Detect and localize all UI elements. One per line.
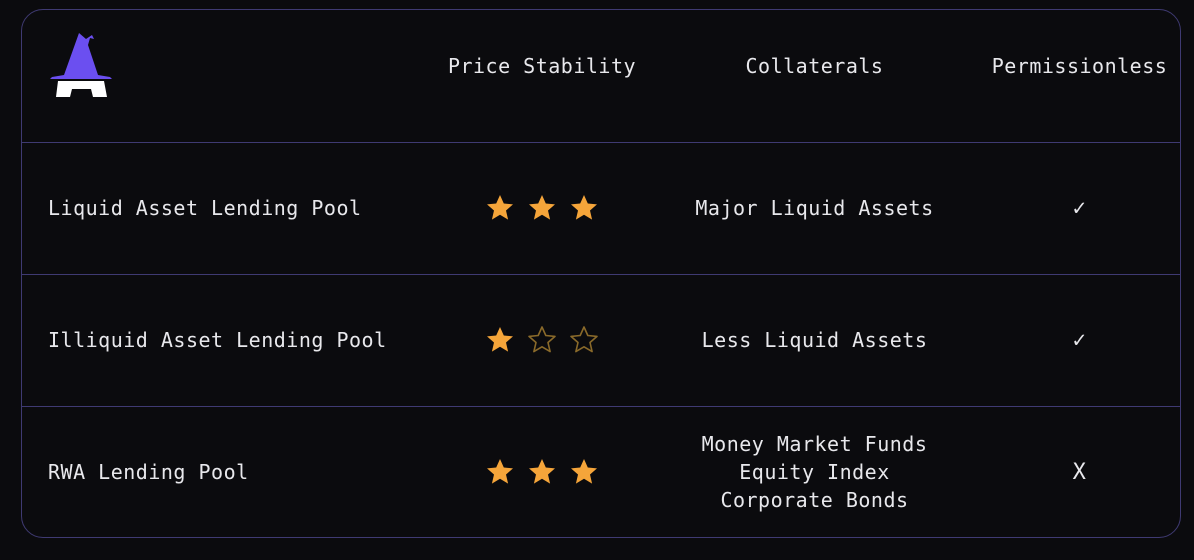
comparison-table: Price Stability Collaterals Permissionle… (21, 9, 1181, 538)
collateral-item: Equity Index (739, 460, 890, 484)
permissionless-mark: ✓ (1072, 327, 1087, 353)
star-filled-icon (487, 459, 513, 484)
pool-name: RWA Lending Pool (48, 460, 249, 484)
pool-name: Liquid Asset Lending Pool (48, 196, 362, 220)
star-filled-icon (571, 459, 597, 484)
collateral-item: Major Liquid Assets (695, 196, 934, 220)
column-header-price-stability: Price Stability (447, 54, 637, 78)
column-header-collaterals: Collaterals (745, 54, 884, 78)
star-filled-icon (529, 195, 555, 220)
table-row: Liquid Asset Lending Pool Major Liquid A… (22, 142, 1180, 275)
collaterals-cell: Money Market Funds Equity Index Corporate … (662, 406, 967, 538)
collaterals-cell: Less Liquid Assets (662, 274, 967, 406)
star-filled-icon (571, 195, 597, 220)
star-filled-icon (529, 459, 555, 484)
header-row: Price Stability Collaterals Permissionle… (22, 10, 1180, 143)
permissionless-mark: X (1072, 459, 1087, 485)
price-stability-rating (442, 142, 642, 274)
star-outline-icon (528, 326, 556, 353)
price-stability-rating (442, 274, 642, 406)
price-stability-rating (442, 406, 642, 538)
collaterals-cell: Major Liquid Assets (662, 142, 967, 274)
star-outline-icon (570, 326, 598, 353)
column-header-permissionless: Permissionless (991, 54, 1168, 78)
collateral-item: Money Market Funds (701, 432, 928, 456)
star-filled-icon (487, 327, 513, 352)
wizard-hat-logo-icon (50, 33, 112, 97)
table-row: RWA Lending Pool Money Market Funds Equit… (22, 406, 1180, 538)
star-filled-icon (487, 195, 513, 220)
permissionless-mark: ✓ (1072, 195, 1087, 221)
collateral-item: Corporate Bonds (720, 488, 909, 512)
logo (48, 0, 114, 132)
pool-name: Illiquid Asset Lending Pool (48, 328, 387, 352)
collateral-item: Less Liquid Assets (701, 328, 928, 352)
table-row: Illiquid Asset Lending Pool Less Liquid … (22, 274, 1180, 407)
